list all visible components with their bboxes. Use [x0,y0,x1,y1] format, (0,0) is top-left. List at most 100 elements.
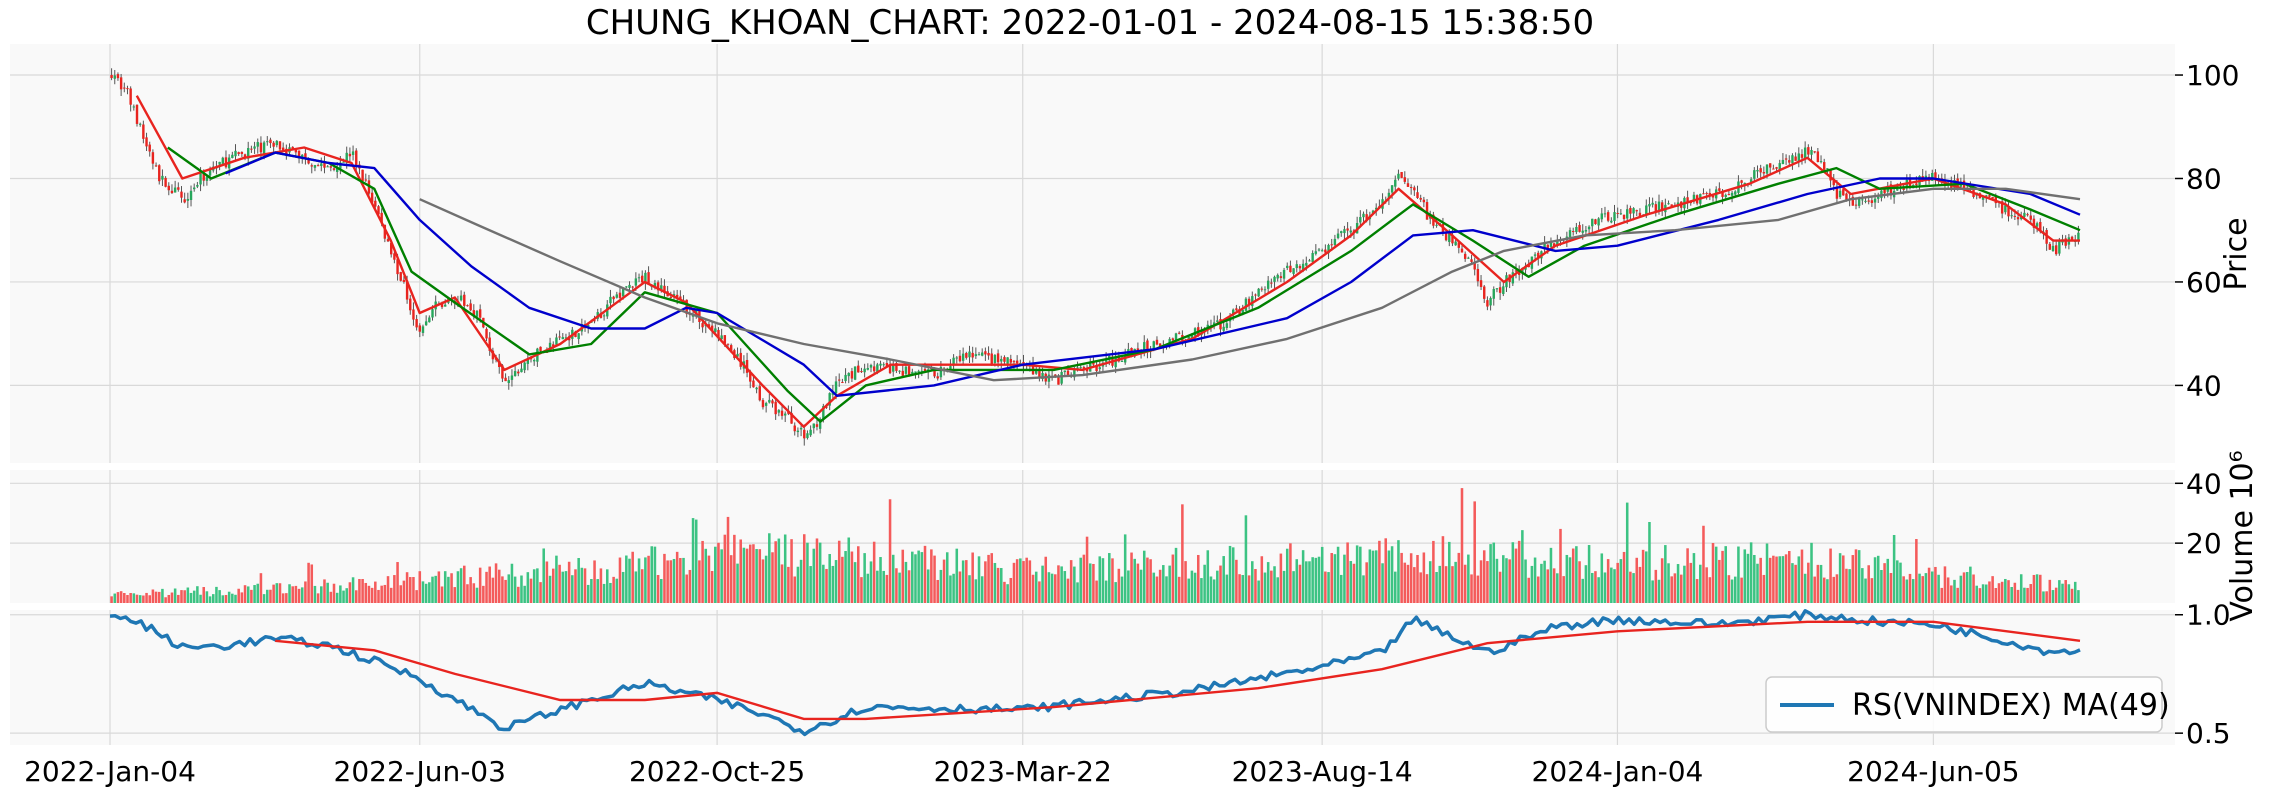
volume-bar [1266,562,1270,603]
candle-body [2020,217,2023,220]
volume-bar [2023,587,2026,603]
candle-body [1759,168,1762,173]
volume-bar [253,585,256,603]
candle-body [1190,334,1194,339]
x-tick-label: 2023-Mar-22 [934,755,1112,788]
candle-body [399,272,402,281]
volume-bar [1571,548,1575,603]
volume-bar [1972,574,1975,603]
volume-bar [685,574,688,603]
candle-body [2051,245,2055,251]
volume-bar [1864,578,1867,603]
volume-bar [1171,554,1175,603]
candle-body [1187,336,1190,341]
volume-bar [771,552,774,603]
volume-bar [1403,562,1407,603]
candle-body [132,106,136,108]
volume-bar [202,587,206,603]
candle-body [386,239,390,242]
candle-body [1778,163,1781,171]
volume-bar [1857,550,1861,603]
volume-bar [1886,558,1890,603]
volume-bar [939,569,943,603]
candle-body [1775,167,1778,169]
candle-body [2035,223,2039,227]
candle-body [1387,192,1391,199]
volume-bar [726,516,730,603]
candle-body [1483,286,1486,299]
volume-bar [2019,574,2023,603]
volume-bar [402,580,406,603]
candle-body [269,139,272,144]
price-panel: 40 60 80 100 Price [10,44,2254,463]
volume-bar [1502,555,1505,603]
volume-bar [1476,575,1480,603]
candle-body [313,165,317,168]
candle-body [504,377,507,382]
volume-bar [1012,562,1016,603]
candle-body [478,309,482,318]
candle-body [552,344,555,347]
volume-bar [183,590,186,603]
candle-body [1301,263,1305,271]
price-candles [110,68,2080,446]
candle-body [825,406,828,408]
volume-bar [269,589,272,603]
volume-bar [326,582,329,603]
candle-body [1521,268,1524,274]
volume-bar [1279,553,1283,603]
volume-bar [405,572,409,603]
candle-body [834,381,838,394]
volume-bar [529,578,533,603]
moving-average-line [419,187,2081,382]
volume-bar [748,544,752,603]
volume-bar [1041,565,1044,603]
candle-body [173,187,177,193]
volume-bar [1822,577,1826,603]
candle-body [1788,160,1791,163]
candle-body [116,74,120,79]
volume-bar [1489,544,1492,603]
volume-bar [1498,571,1502,603]
volume-bar [672,558,676,603]
candle-body [2007,206,2010,217]
moving-average-line [167,146,2081,423]
volume-bar [650,546,654,603]
volume-bar [574,569,577,603]
volume-bar [227,591,231,603]
candle-body [1934,172,1937,181]
volume-bar [876,570,879,603]
volume-bar [866,573,870,603]
volume-bar [968,575,971,603]
candle-body [1095,365,1098,372]
candle-body [532,359,536,362]
volume-bar [647,555,650,603]
candle-body [485,328,488,339]
candle-body [1327,244,1330,254]
volume-bar [415,590,418,603]
volume-bar [434,575,437,603]
candle-body [561,337,564,340]
candle-body [361,169,364,182]
volume-bar [1216,570,1219,603]
volume-bar [1330,553,1333,603]
volume-bar [2045,591,2048,603]
candle-body [1606,212,1610,221]
volume-bar [637,558,641,603]
candle-body [1019,362,1022,364]
volume-bar [2026,587,2029,603]
candle-body [1289,265,1292,273]
volume-bar [1873,557,1877,603]
candle-body [647,272,650,285]
volume-bar [472,583,476,603]
candle-body [1015,360,1019,364]
volume-bar [787,566,790,603]
candle-body [1374,207,1378,210]
volume-bar [1921,576,1924,603]
volume-bar [2077,590,2080,603]
volume-bar [1816,564,1820,603]
volume-bar [1387,550,1391,603]
candle-body [1791,155,1794,164]
volume-bar [170,592,174,603]
volume-bar [157,591,161,603]
